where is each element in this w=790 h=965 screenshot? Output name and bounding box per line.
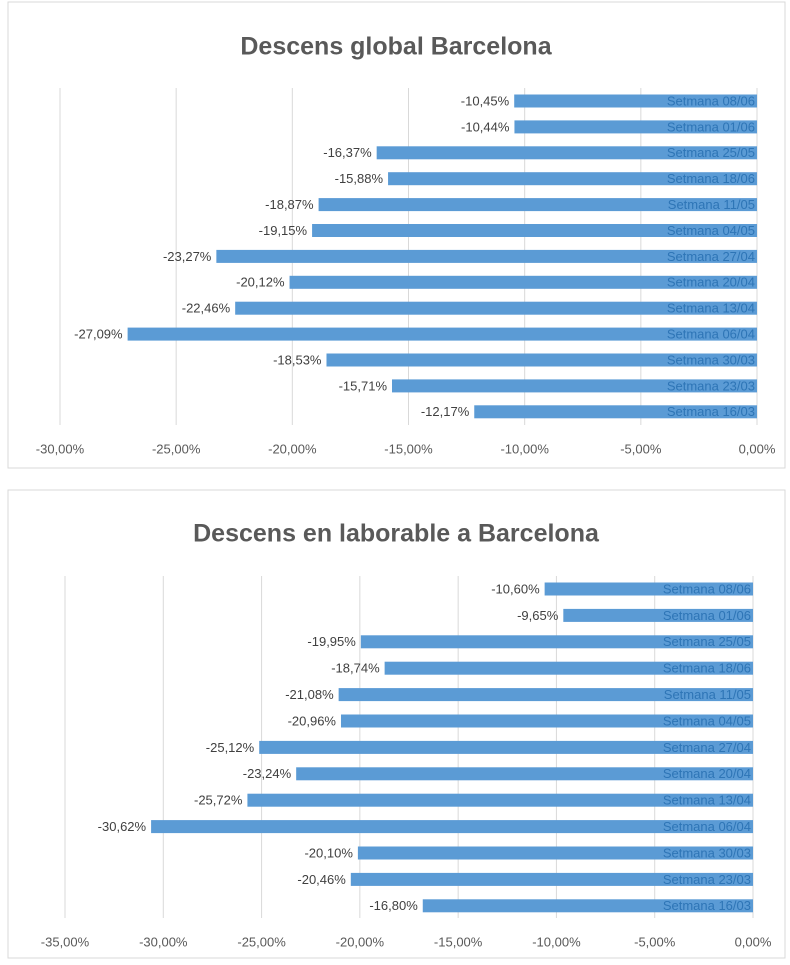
bar	[388, 172, 757, 186]
bar	[318, 198, 757, 212]
bar	[312, 224, 757, 237]
bar	[259, 740, 753, 754]
category-label: Setmana 08/06	[667, 93, 755, 108]
bar	[384, 661, 753, 675]
category-label: Setmana 20/04	[663, 766, 751, 781]
value-label: -19,95%	[307, 634, 356, 649]
bar	[357, 846, 753, 860]
bar	[544, 582, 753, 596]
category-label: Setmana 27/04	[667, 249, 755, 264]
category-label: Setmana 18/06	[667, 171, 755, 186]
value-label: -15,88%	[335, 171, 384, 186]
x-tick-label: -35,00%	[41, 934, 90, 949]
value-label: -12,17%	[421, 404, 470, 419]
category-label: Setmana 04/05	[663, 713, 751, 728]
value-label: -18,53%	[273, 352, 322, 367]
category-label: Setmana 13/04	[667, 301, 755, 316]
bar	[127, 327, 757, 341]
category-label: Setmana 06/04	[667, 327, 755, 342]
value-label: -20,46%	[297, 872, 346, 887]
category-label: Setmana 16/03	[663, 898, 751, 913]
bar	[338, 688, 753, 702]
x-tick-label: -15,00%	[384, 441, 433, 456]
value-label: -20,10%	[304, 845, 353, 860]
value-label: -10,45%	[461, 93, 510, 108]
x-tick-label: -30,00%	[139, 934, 188, 949]
category-label: Setmana 25/05	[663, 634, 751, 649]
x-tick-label: -25,00%	[237, 934, 286, 949]
category-label: Setmana 30/03	[667, 352, 755, 367]
value-label: -10,44%	[461, 119, 510, 134]
value-label: -18,74%	[331, 661, 380, 676]
value-label: -20,96%	[288, 713, 337, 728]
value-label: -30,62%	[98, 819, 147, 834]
category-label: Setmana 08/06	[663, 581, 751, 596]
category-label: Setmana 25/05	[667, 145, 755, 160]
chart-title: Descens en laborable a Barcelona	[193, 520, 600, 548]
bar	[360, 635, 753, 649]
x-tick-label: -20,00%	[268, 441, 317, 456]
value-label: -21,08%	[285, 687, 334, 702]
value-label: -25,12%	[206, 740, 255, 755]
bar	[514, 94, 757, 108]
x-tick-label: -5,00%	[620, 441, 662, 456]
bar	[296, 767, 753, 781]
bar	[474, 405, 757, 419]
bar	[151, 820, 754, 834]
value-label: -27,09%	[74, 327, 123, 342]
bar	[422, 899, 753, 913]
bar	[392, 379, 757, 393]
x-tick-label: -25,00%	[152, 441, 201, 456]
x-tick-label: 0,00%	[735, 934, 772, 949]
bar	[216, 249, 757, 263]
value-label: -23,24%	[243, 766, 292, 781]
category-label: Setmana 06/04	[663, 819, 751, 834]
x-tick-label: -10,00%	[532, 934, 581, 949]
bar	[350, 872, 753, 886]
bar	[289, 275, 757, 289]
bar	[563, 608, 753, 622]
category-label: Setmana 16/03	[667, 404, 755, 419]
category-label: Setmana 27/04	[663, 740, 751, 755]
value-label: -16,37%	[323, 145, 372, 160]
category-label: Setmana 13/04	[663, 793, 751, 808]
category-label: Setmana 20/04	[667, 275, 755, 290]
chart-frame	[7, 1, 786, 469]
chart-title: Descens global Barcelona	[240, 33, 552, 61]
x-tick-label: -20,00%	[336, 934, 385, 949]
category-label: Setmana 23/03	[667, 378, 755, 393]
bar	[326, 353, 757, 367]
value-label: -15,71%	[339, 378, 388, 393]
category-label: Setmana 01/06	[663, 608, 751, 623]
x-tick-label: -10,00%	[500, 441, 549, 456]
category-label: Setmana 30/03	[663, 845, 751, 860]
category-label: Setmana 04/05	[667, 223, 755, 238]
value-label: -20,12%	[236, 275, 285, 290]
value-label: -10,60%	[491, 581, 540, 596]
category-label: Setmana 11/05	[664, 687, 751, 702]
bar	[340, 714, 753, 728]
x-tick-label: 0,00%	[739, 441, 776, 456]
value-label: -19,15%	[259, 223, 308, 238]
category-label: Setmana 01/06	[667, 119, 755, 134]
value-label: -22,46%	[182, 301, 231, 316]
value-label: -9,65%	[517, 608, 559, 623]
category-label: Setmana 23/03	[663, 872, 751, 887]
bar	[235, 301, 758, 315]
x-tick-label: -15,00%	[434, 934, 483, 949]
value-label: -25,72%	[194, 793, 243, 808]
bar	[376, 146, 757, 160]
value-label: -23,27%	[163, 249, 212, 264]
category-label: Setmana 18/06	[663, 661, 751, 676]
category-label: Setmana 11/05	[668, 197, 755, 212]
x-tick-label: -5,00%	[634, 934, 676, 949]
value-label: -16,80%	[369, 898, 418, 913]
chart-frame	[7, 489, 786, 959]
value-label: -18,87%	[265, 197, 314, 212]
bar	[514, 120, 757, 134]
x-tick-label: -30,00%	[36, 441, 85, 456]
bar	[247, 793, 754, 807]
